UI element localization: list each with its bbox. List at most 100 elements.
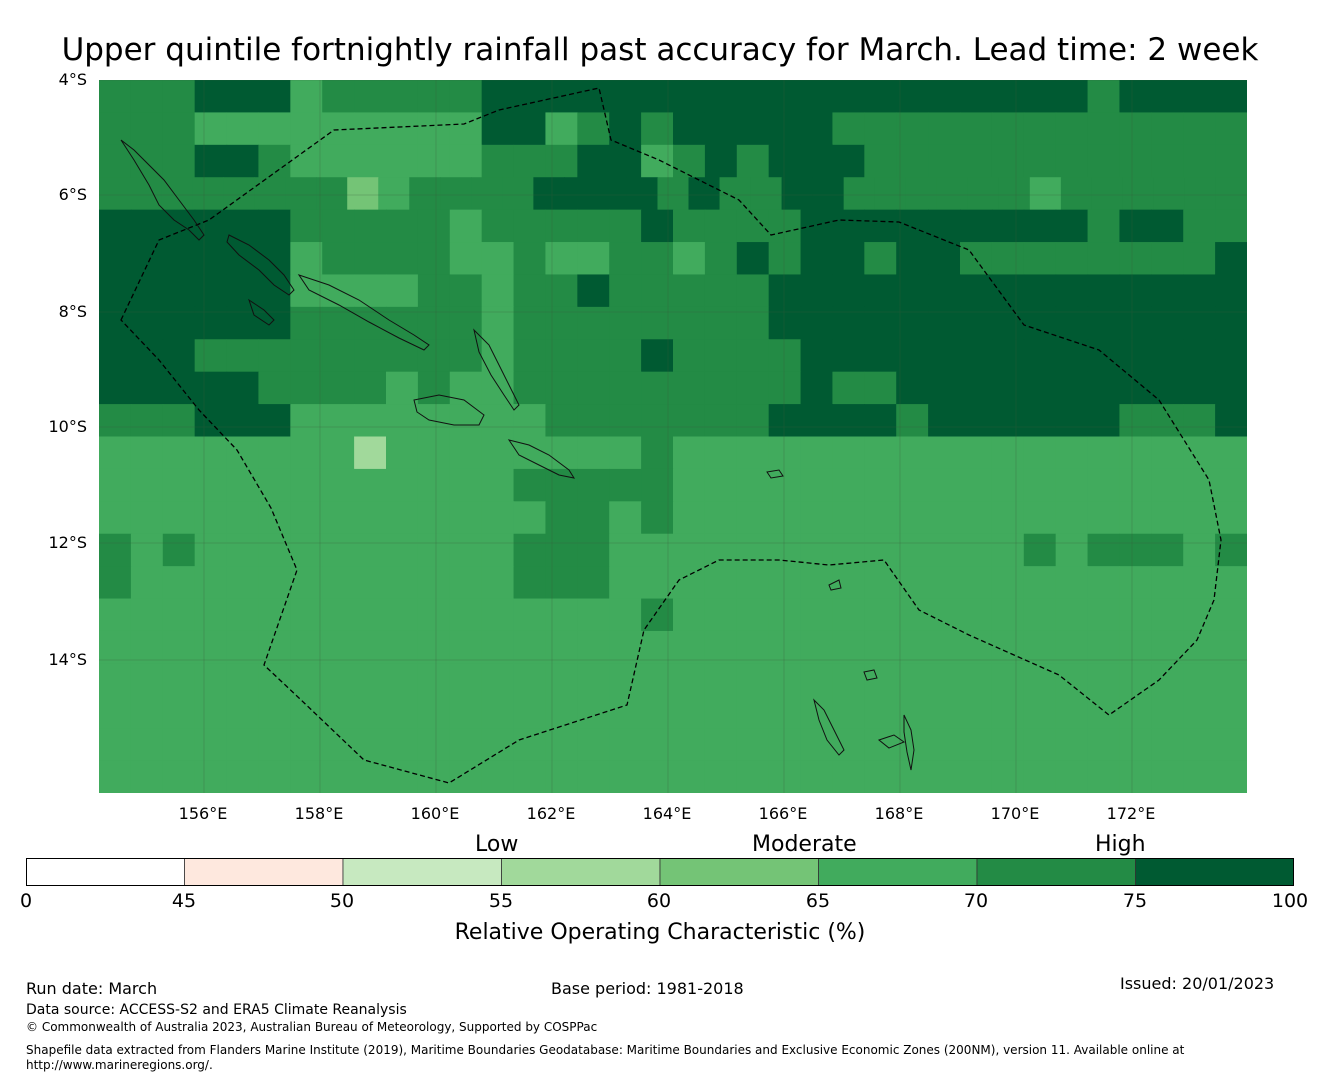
map-cell	[513, 112, 547, 146]
map-cell	[1023, 468, 1057, 502]
map-cell	[736, 404, 770, 438]
map-cell	[864, 728, 897, 762]
map-cell	[736, 728, 770, 762]
map-cell	[800, 663, 834, 697]
map-cell	[1119, 501, 1152, 535]
map-cell	[258, 242, 291, 276]
map-cell	[130, 274, 164, 308]
map-cell	[322, 371, 355, 405]
map-cell	[1055, 533, 1089, 567]
map-cell	[800, 112, 834, 146]
map-cell	[99, 436, 132, 470]
map-cell	[577, 598, 610, 632]
map-cell	[896, 501, 929, 535]
map-cell	[641, 728, 674, 762]
map-cell	[1119, 566, 1152, 600]
map-cell	[704, 274, 738, 308]
map-cell	[481, 566, 515, 600]
map-cell	[194, 630, 228, 664]
map-cell	[1087, 404, 1121, 438]
map-cell	[928, 339, 961, 373]
colorbar-segment	[818, 857, 978, 887]
map-cell	[1087, 80, 1121, 114]
vanuatu-espiritu-santo	[813, 698, 845, 756]
map-cell	[1023, 728, 1057, 762]
map-cell	[386, 566, 419, 600]
map-cell	[322, 242, 355, 276]
map-cell	[704, 501, 738, 535]
map-cell	[162, 436, 196, 470]
map-cell	[130, 728, 164, 762]
map-cell	[609, 339, 642, 373]
map-cell	[1151, 404, 1184, 438]
map-cell	[1183, 306, 1216, 340]
map-cell	[781, 177, 814, 211]
map-cell	[928, 630, 961, 664]
map-cell	[99, 112, 132, 146]
map-cell	[896, 598, 929, 632]
map-cell	[960, 566, 993, 600]
map-cell	[896, 566, 929, 600]
map-cell	[130, 501, 164, 535]
map-cell	[354, 663, 387, 697]
map-cell	[1119, 630, 1152, 664]
map-cell	[290, 209, 323, 243]
map-cell	[545, 371, 578, 405]
map-cell	[1060, 177, 1093, 211]
map-cell	[768, 209, 802, 243]
map-cell	[322, 663, 355, 697]
map-cell	[832, 760, 865, 793]
map-cell	[1151, 80, 1184, 114]
map-cell	[545, 728, 578, 762]
rainfall-accuracy-map	[99, 80, 1247, 793]
map-cell	[1119, 274, 1152, 308]
colorbar-segment	[25, 857, 185, 887]
map-cell	[481, 404, 515, 438]
map-cell	[1119, 144, 1152, 178]
map-cell	[386, 144, 419, 178]
map-cell	[290, 404, 323, 438]
map-cell	[577, 306, 610, 340]
map-cell	[928, 80, 961, 114]
map-cell	[386, 436, 419, 470]
map-cell	[1023, 566, 1057, 600]
map-cell	[99, 144, 132, 178]
category-high: High	[1095, 832, 1146, 857]
map-cell	[226, 760, 260, 793]
lon-label-170e: 170°E	[990, 804, 1040, 823]
map-cell	[736, 339, 770, 373]
map-cell	[1023, 242, 1057, 276]
map-cell	[864, 112, 897, 146]
map-cell	[417, 760, 451, 793]
map-cell	[386, 404, 419, 438]
colorbar-segment	[501, 857, 661, 887]
map-cell	[194, 501, 228, 535]
map-cell	[290, 371, 323, 405]
map-cell	[481, 242, 515, 276]
map-cell	[194, 339, 228, 373]
map-cell	[130, 566, 164, 600]
map-cell	[322, 566, 355, 600]
map-cell	[545, 760, 578, 793]
map-cell	[1087, 663, 1121, 697]
map-cell	[800, 566, 834, 600]
map-cell	[577, 760, 610, 793]
map-cell	[960, 468, 993, 502]
map-cell	[1183, 242, 1216, 276]
map-cell	[864, 695, 897, 729]
map-cell	[258, 501, 291, 535]
map-cell	[736, 598, 770, 632]
map-cell	[378, 177, 410, 211]
map-cell	[386, 630, 419, 664]
map-cell	[1055, 630, 1089, 664]
map-cell	[386, 339, 419, 373]
map-cell	[864, 339, 897, 373]
map-cell	[704, 760, 738, 793]
map-cell	[194, 663, 228, 697]
map-cell	[1151, 242, 1184, 276]
map-cell	[1215, 144, 1247, 178]
map-cell	[99, 80, 132, 114]
map-cell	[417, 598, 451, 632]
map-cell	[577, 501, 610, 535]
map-cell	[99, 630, 132, 664]
